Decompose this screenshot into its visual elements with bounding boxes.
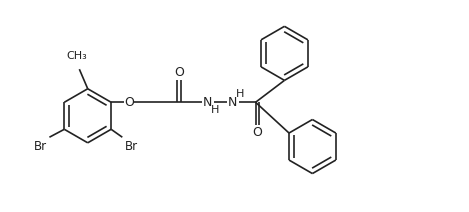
Text: O: O bbox=[174, 66, 184, 79]
Text: O: O bbox=[124, 96, 134, 109]
Text: H: H bbox=[212, 105, 219, 115]
Text: H: H bbox=[235, 89, 244, 99]
Text: CH₃: CH₃ bbox=[67, 51, 87, 61]
Text: O: O bbox=[252, 126, 262, 139]
Text: Br: Br bbox=[125, 140, 138, 153]
Text: Br: Br bbox=[33, 140, 46, 153]
Text: N: N bbox=[227, 96, 237, 109]
Text: N: N bbox=[203, 96, 212, 109]
